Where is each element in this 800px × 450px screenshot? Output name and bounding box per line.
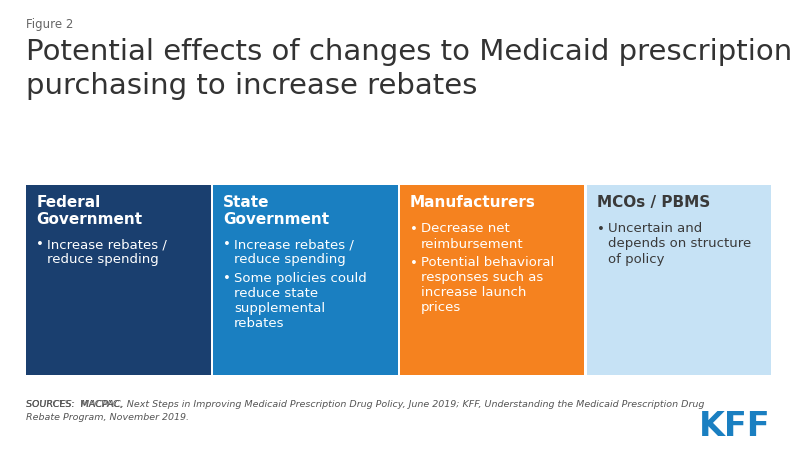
FancyBboxPatch shape [26, 185, 210, 375]
FancyBboxPatch shape [213, 185, 398, 375]
Text: Increase rebates /
reduce spending: Increase rebates / reduce spending [234, 238, 354, 266]
Text: •: • [410, 256, 418, 270]
Text: Manufacturers: Manufacturers [410, 195, 536, 210]
Text: SOURCES:  MACPAC,: SOURCES: MACPAC, [26, 400, 126, 409]
Text: KFF: KFF [698, 410, 770, 443]
Text: Uncertain and
depends on structure
of policy: Uncertain and depends on structure of po… [608, 222, 751, 266]
Text: Increase rebates /
reduce spending: Increase rebates / reduce spending [47, 238, 167, 266]
FancyBboxPatch shape [400, 185, 584, 375]
Text: Figure 2: Figure 2 [26, 18, 74, 31]
Text: Federal
Government: Federal Government [37, 195, 142, 227]
Text: •: • [410, 222, 418, 235]
Text: •: • [37, 238, 44, 251]
Text: •: • [597, 222, 605, 235]
Text: Decrease net
reimbursement: Decrease net reimbursement [421, 222, 524, 251]
Text: State
Government: State Government [223, 195, 330, 227]
FancyBboxPatch shape [587, 185, 771, 375]
Text: MCOs / PBMS: MCOs / PBMS [597, 195, 710, 210]
Text: Potential behavioral
responses such as
increase launch
prices: Potential behavioral responses such as i… [421, 256, 554, 315]
Text: SOURCES:  MACPAC, Next Steps in Improving Medicaid Prescription Drug Policy, Jun: SOURCES: MACPAC, Next Steps in Improving… [26, 400, 704, 422]
Text: Potential effects of changes to Medicaid prescription drug
purchasing to increas: Potential effects of changes to Medicaid… [26, 38, 800, 99]
Text: •: • [223, 238, 231, 251]
Text: Some policies could
reduce state
supplemental
rebates: Some policies could reduce state supplem… [234, 272, 367, 330]
Text: •: • [223, 272, 231, 285]
